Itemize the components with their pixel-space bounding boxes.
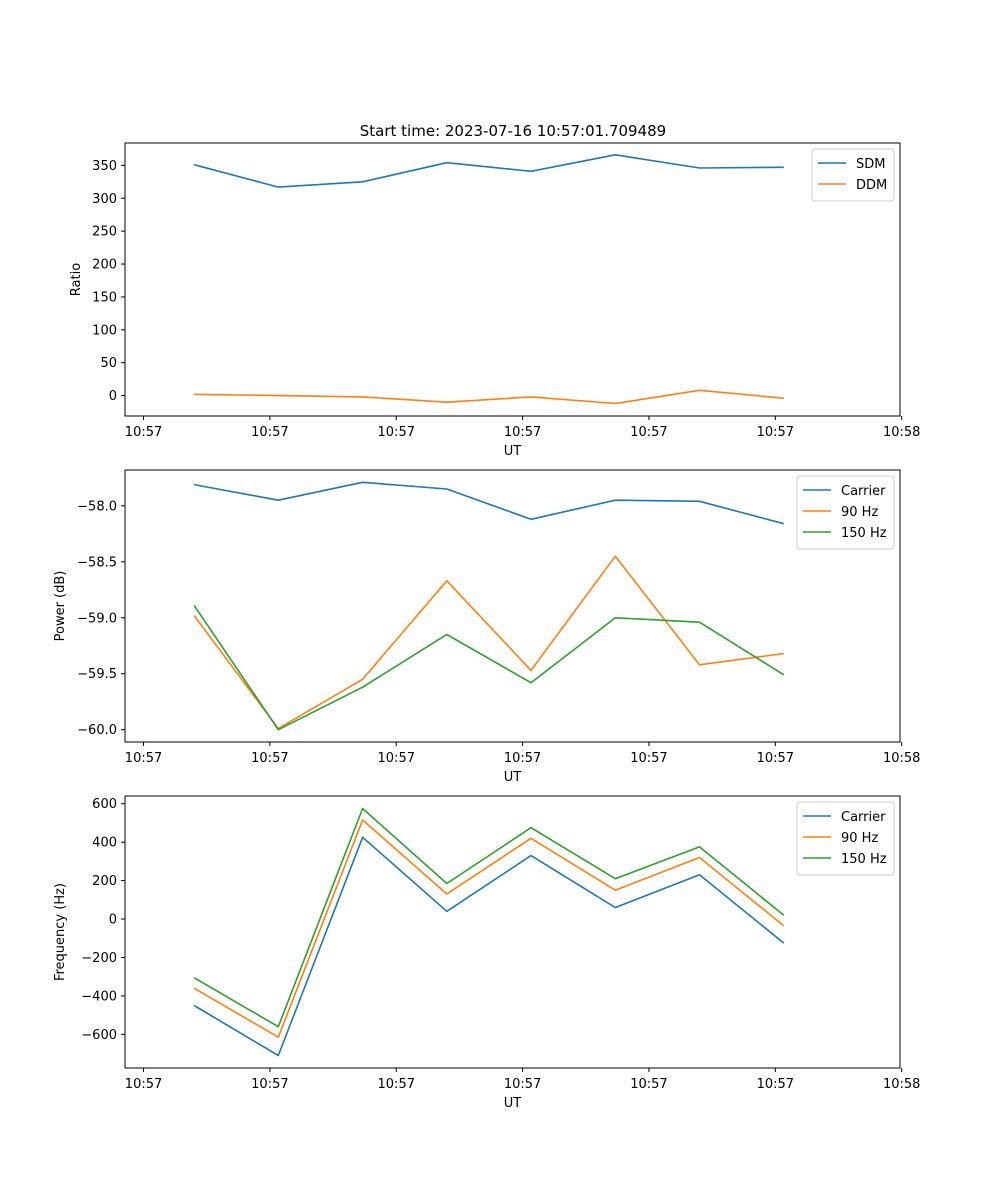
power-series-carrier [193,481,785,525]
frequency-legend-box [796,801,895,876]
frequency-legend-label: Carrier [841,810,886,825]
ratio-legend-label: SDM [856,157,885,172]
frequency-series-90-hz [193,819,785,1038]
ratio-series-ddm [194,389,784,405]
ratio-x-tick-label: 10:58 [883,425,920,440]
figure-title: Start time: 2023-07-16 10:57:01.709489 [360,122,666,140]
ratio-y-tick-label: 150 [92,290,117,305]
frequency-series-150-hz [193,807,785,1028]
power-y-tick-label: −58.5 [77,555,117,570]
power-x-tick-label: 10:57 [125,751,162,766]
frequency-y-axis-label: Frequency (Hz) [53,883,68,981]
frequency-legend-label: 90 Hz [841,831,878,846]
frequency-legend: Carrier 90 Hz 150 Hz [796,801,895,876]
ratio-y-tick-label: 100 [92,323,117,338]
ratio-axes-frame [124,142,901,417]
ratio-legend-label: DDM [856,178,887,193]
ratio-series-sdm [193,154,784,188]
ratio-x-tick-label: 10:57 [251,425,288,440]
ratio-chart: 10:57 10:57 10:57 10:57 10:57 10:57 10:58 0 50 10… [69,142,920,459]
ratio-y-tick-label: 300 [92,192,117,207]
frequency-y-tick-label: 600 [92,797,117,812]
frequency-x-tick-label: 10:57 [757,1077,794,1092]
power-chart: 10:57 10:57 10:57 10:57 10:57 10:57 10:58 −60.0… [53,469,920,785]
frequency-x-tick-label: 10:57 [630,1077,667,1092]
ratio-x-tick-label: 10:57 [630,425,667,440]
power-legend-label: Carrier [841,484,886,499]
frequency-series-carrier [193,836,785,1057]
ratio-x-axis-label: UT [504,444,522,459]
power-y-tick-label: −60.0 [77,723,117,738]
frequency-y-tick-label: −600 [81,1028,117,1043]
frequency-x-tick-label: 10:58 [883,1077,920,1092]
power-legend: Carrier 90 Hz 150 Hz [796,475,895,550]
frequency-x-tick-label: 10:57 [378,1077,415,1092]
power-legend-box [796,475,895,550]
frequency-x-tick-label: 10:57 [125,1077,162,1092]
frequency-legend-label: 150 Hz [841,852,887,867]
power-axes-frame [124,469,901,743]
ratio-y-axis-label: Ratio [69,263,84,296]
frequency-x-tick-label: 10:57 [251,1077,288,1092]
power-y-tick-label: −58.0 [77,499,117,514]
power-legend-label: 90 Hz [841,505,878,520]
ratio-y-tick-label: 350 [92,159,117,174]
ratio-y-tick-label: 200 [92,258,117,273]
ratio-y-tick-label: 250 [92,225,117,240]
power-x-tick-label: 10:58 [883,751,920,766]
frequency-chart: 10:57 10:57 10:57 10:57 10:57 10:57 10:58 −600 −… [53,795,920,1111]
ratio-y-tick-label: 50 [100,356,117,371]
power-x-tick-label: 10:57 [757,751,794,766]
power-x-tick-label: 10:57 [504,751,541,766]
ratio-y-tick-label: 0 [109,389,117,404]
frequency-x-tick-label: 10:57 [504,1077,541,1092]
power-x-tick-label: 10:57 [630,751,667,766]
power-series-90-hz [193,555,784,730]
power-legend-label: 150 Hz [841,526,887,541]
frequency-x-axis-label: UT [504,1096,522,1111]
power-series-150-hz [193,604,785,731]
power-y-tick-label: −59.0 [77,611,117,626]
frequency-y-tick-label: −400 [81,989,117,1004]
frequency-y-tick-label: −200 [81,951,117,966]
power-y-tick-label: −59.5 [77,667,117,682]
power-x-tick-label: 10:57 [378,751,415,766]
power-x-tick-label: 10:57 [251,751,288,766]
ratio-x-tick-label: 10:57 [504,425,541,440]
frequency-y-tick-label: 200 [92,874,117,889]
frequency-y-tick-label: 400 [92,836,117,851]
frequency-y-tick-label: 0 [109,913,117,928]
power-y-axis-label: Power (dB) [53,571,68,642]
power-x-axis-label: UT [504,770,522,785]
ratio-legend-box [811,148,895,202]
ratio-legend: SDM DDM [811,148,895,202]
frequency-axes-frame [124,795,901,1069]
ratio-x-tick-label: 10:57 [757,425,794,440]
ratio-x-tick-label: 10:57 [125,425,162,440]
ratio-x-tick-label: 10:57 [378,425,415,440]
